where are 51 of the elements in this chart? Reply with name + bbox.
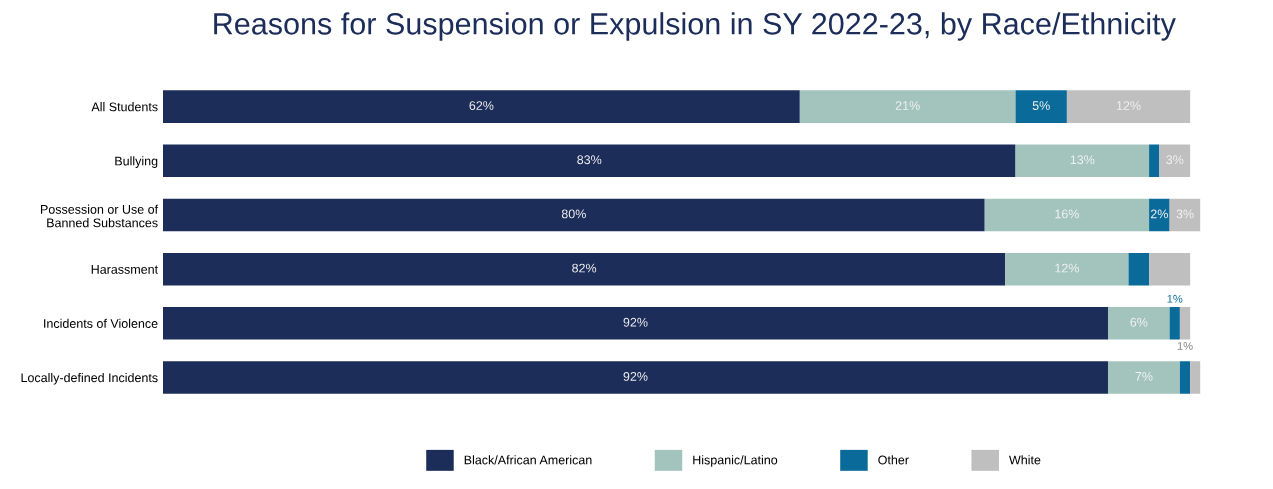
data-label: 1%: [1167, 294, 1183, 303]
bar: [1107, 307, 1170, 340]
data-label: 16%: [1055, 209, 1079, 219]
data-label: 92%: [623, 371, 648, 381]
bar: [1149, 252, 1191, 286]
bar: [1179, 361, 1191, 394]
y-tick-label: All Students: [91, 102, 158, 112]
bar: [1190, 361, 1201, 394]
bar: [162, 198, 985, 232]
data-label: 13%: [1070, 155, 1095, 165]
data-label: 12%: [1055, 263, 1079, 273]
bar: [799, 90, 1016, 123]
legend-label: Black/African American: [464, 455, 592, 465]
bar: [1005, 252, 1129, 286]
data-label: 62%: [469, 101, 494, 110]
data-label: 5%: [1032, 101, 1050, 110]
data-label: 2%: [1150, 209, 1168, 219]
chart-title: Reasons for Suspension or Expulsion in SY 2022-23, by Race/Ethnicity: [214, 12, 1176, 41]
bar: [1149, 144, 1160, 178]
data-label: 92%: [623, 317, 648, 327]
legend-label: Other: [878, 455, 909, 465]
bar: [1149, 198, 1170, 232]
bar: [1159, 144, 1191, 178]
data-label: 80%: [561, 209, 586, 219]
y-tick-label: Incidents of Violence: [44, 318, 158, 328]
bar: [1066, 90, 1191, 123]
bar: [162, 307, 1108, 340]
bar: [1015, 90, 1067, 123]
data-label: 7%: [1135, 372, 1153, 381]
bar: [984, 198, 1150, 232]
bar: [162, 361, 1108, 394]
bar: [1015, 144, 1150, 178]
y-tick-label: Harassment: [91, 265, 158, 274]
bar: [1128, 252, 1150, 286]
data-label: 1%: [1177, 342, 1193, 350]
data-label: 6%: [1130, 317, 1148, 327]
bar: [1169, 198, 1201, 232]
data-label: 82%: [572, 263, 597, 273]
data-label: 21%: [895, 101, 920, 110]
legend-label: Hispanic/Latino: [693, 455, 778, 467]
legend-label: White: [1009, 455, 1041, 465]
data-label: 83%: [577, 155, 602, 165]
y-tick-label: Locally-defined Incidents: [21, 372, 158, 385]
bar: [1179, 307, 1191, 340]
bar: [162, 144, 1016, 178]
bar: [162, 252, 1006, 286]
y-tick-label: Possession or Use of Banned Substances: [41, 204, 159, 228]
bar: [162, 90, 800, 123]
bar: [1169, 307, 1180, 340]
bar: [1107, 361, 1180, 394]
y-tick-label: Bullying: [115, 156, 158, 168]
